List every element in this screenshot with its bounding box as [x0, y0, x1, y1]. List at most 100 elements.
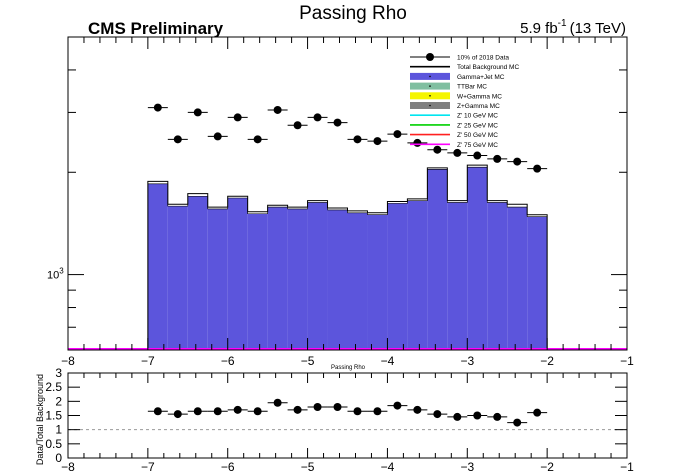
lumi-value: 5.9 fb [520, 20, 558, 37]
data-point [253, 135, 262, 144]
gamma-jet-bar [307, 202, 328, 350]
legend-box-dot [429, 95, 431, 97]
data-point [193, 108, 202, 117]
ratio-point [233, 405, 242, 414]
data-point [353, 135, 362, 144]
ratio-point [273, 398, 282, 407]
gamma-jet-bar [187, 196, 208, 350]
main-x-tick-label: −8 [61, 354, 75, 368]
gamma-jet-bar [447, 202, 468, 350]
ratio-point [493, 412, 502, 421]
ratio-point [373, 407, 382, 416]
cms-label: CMS Preliminary [88, 19, 224, 38]
ratio-y-tick-label: 1 [55, 423, 62, 437]
main-data-points [147, 103, 548, 173]
data-point [513, 157, 522, 166]
data-point [153, 103, 162, 112]
data-point [373, 137, 382, 146]
ratio-point [253, 407, 262, 416]
legend-label: Z+Gamma MC [457, 103, 500, 110]
gamma-jet-bar [387, 203, 408, 350]
gamma-jet-bar [287, 208, 308, 350]
ratio-y-tick-label: 2.5 [45, 380, 62, 394]
lumi-label: 5.9 fb-1 (13 TeV) [520, 18, 626, 37]
lumi-exponent: -1 [558, 18, 567, 29]
main-x-tick-label: −1 [620, 354, 634, 368]
legend-label: Z' 10 GeV MC [457, 113, 498, 120]
ratio-x-tick-label: −4 [381, 460, 395, 472]
ratio-point [293, 405, 302, 414]
ratio-point [313, 403, 322, 411]
gamma-jet-bar [367, 214, 388, 350]
ratio-x-tick-label: −2 [540, 460, 554, 472]
gamma-jet-bar [527, 216, 548, 350]
main-x-tick-label: −6 [221, 354, 235, 368]
ratio-y-tick-label: 0 [55, 451, 62, 465]
gamma-jet-bar [267, 207, 288, 350]
data-point [273, 105, 282, 114]
data-point [533, 164, 542, 173]
ratio-x-tick-label: −5 [301, 460, 315, 472]
legend-label: Z' 50 GeV MC [457, 132, 498, 139]
legend-marker [426, 53, 434, 61]
main-axes: −8 −7 −6 −5 −4 −3 −2 −1 103 [47, 36, 634, 368]
ratio-point [433, 410, 442, 419]
chart-title: Passing Rho [299, 3, 407, 24]
ratio-point [213, 407, 222, 416]
ratio-y-tick-label: 2 [55, 394, 62, 408]
legend: 10% of 2018 Data Total Background MC Gamma… [410, 53, 519, 149]
main-x-tick-label: −2 [540, 354, 554, 368]
data-point [493, 154, 502, 163]
ratio-point [173, 410, 182, 419]
ratio-point [473, 411, 482, 420]
main-x-tick-label: −7 [141, 354, 155, 368]
ratio-plot-frame [67, 372, 628, 459]
ratio-y-axis-label: Data/Total Background [35, 374, 45, 465]
gamma-jet-bar [167, 206, 188, 350]
data-point [173, 135, 182, 144]
main-x-tick-label: −4 [381, 354, 395, 368]
gamma-jet-bar [247, 213, 268, 350]
data-point [433, 145, 442, 154]
gamma-jet-bar [327, 209, 348, 350]
ratio-x-tick-label: −1 [620, 460, 634, 472]
data-point [413, 138, 422, 147]
main-histogram-lines [68, 164, 627, 350]
ratio-y-tick-label: 1.5 [45, 409, 62, 423]
ratio-point [513, 418, 522, 427]
ratio-point [453, 412, 462, 421]
legend-box-dot [429, 104, 431, 107]
ratio-x-tick-label: −7 [141, 460, 155, 472]
data-point [293, 121, 302, 130]
legend-label: W+Gamma MC [457, 93, 502, 100]
legend-label: Z' 25 GeV MC [457, 122, 498, 129]
ratio-y-tick-label: 0.5 [45, 437, 62, 451]
data-point [333, 118, 342, 127]
ratio-point [393, 401, 402, 410]
gamma-jet-bar [207, 208, 228, 350]
legend-box-dot [429, 75, 431, 78]
gamma-jet-bar [227, 198, 248, 350]
data-point [453, 148, 462, 157]
ratio-point [193, 407, 202, 416]
legend-label: Z' 75 GeV MC [457, 142, 498, 149]
ratio-point [333, 403, 342, 411]
main-x-tick-label: −3 [460, 354, 474, 368]
main-x-tick-label: −5 [301, 354, 315, 368]
gamma-jet-bar [407, 200, 428, 350]
lumi-energy: (13 TeV) [570, 20, 626, 37]
ratio-point [153, 407, 162, 416]
data-point [213, 132, 222, 141]
ratio-data-points [147, 398, 548, 427]
gamma-jet-bar [147, 183, 168, 350]
ratio-point [413, 405, 422, 414]
legend-label: TTBar MC [457, 84, 487, 91]
gamma-jet-bar [427, 169, 448, 350]
data-point [473, 151, 482, 160]
legend-box-dot [429, 85, 431, 87]
ratio-point [533, 408, 542, 417]
ratio-x-tick-label: −3 [460, 460, 474, 472]
gamma-jet-bar [487, 202, 508, 350]
legend-label: 10% of 2018 Data [457, 55, 509, 62]
